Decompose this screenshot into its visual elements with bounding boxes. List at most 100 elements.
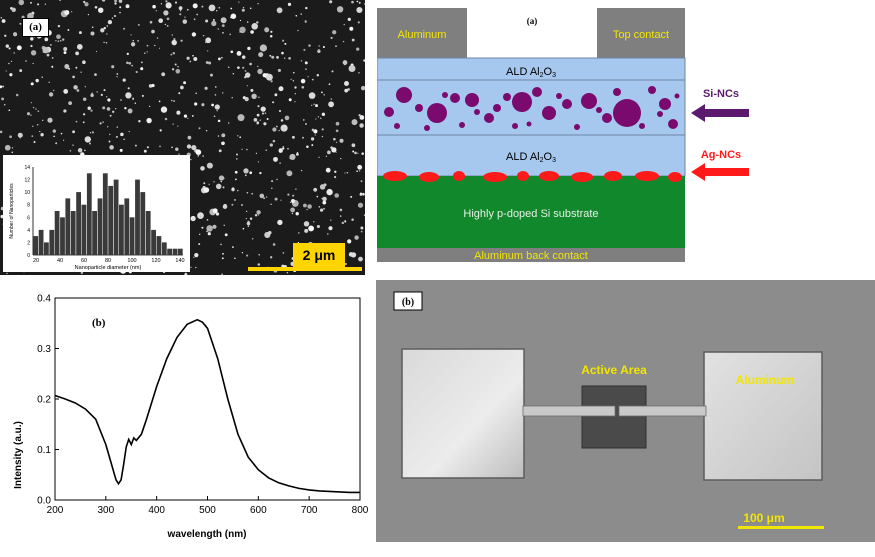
nanoparticle xyxy=(124,107,127,110)
histogram-bar xyxy=(145,211,151,255)
y-tick-label: 0.1 xyxy=(37,445,51,456)
nanoparticle xyxy=(323,207,325,210)
nanoparticle xyxy=(9,73,13,77)
nanoparticle xyxy=(347,239,352,244)
nanoparticle xyxy=(313,129,318,134)
nanoparticle xyxy=(171,39,177,46)
nanoparticle xyxy=(260,106,266,112)
nanoparticle xyxy=(215,86,217,88)
ag-nanocrystal xyxy=(668,172,682,182)
nanoparticle xyxy=(131,64,133,67)
nanoparticle xyxy=(140,67,144,71)
nanoparticle xyxy=(25,60,27,62)
nanoparticle xyxy=(21,15,25,19)
nanoparticle xyxy=(3,104,6,106)
nanoparticle xyxy=(60,132,63,135)
x-tick-label: 400 xyxy=(148,505,165,516)
panel-label: (a) xyxy=(22,18,49,37)
nanoparticle xyxy=(269,35,273,38)
nanoparticle xyxy=(212,18,215,22)
nanoparticle xyxy=(75,66,78,69)
nanoparticle xyxy=(134,102,137,104)
nanoparticle xyxy=(262,112,264,115)
nanoparticle xyxy=(254,214,258,217)
histogram-bar xyxy=(60,217,65,255)
nanoparticle xyxy=(183,114,188,118)
nanoparticle xyxy=(307,76,309,78)
nanoparticle xyxy=(16,45,22,51)
nanoparticle xyxy=(120,99,122,101)
si-nanocrystal xyxy=(459,122,465,128)
y-tick-label: 0.2 xyxy=(37,395,51,406)
nanoparticle xyxy=(363,214,365,217)
nanoparticle xyxy=(116,73,119,75)
nanoparticle xyxy=(347,17,351,22)
nanoparticle xyxy=(216,10,218,12)
nanoparticle xyxy=(199,233,201,235)
nanoparticle xyxy=(63,109,67,113)
nanoparticle xyxy=(332,30,337,35)
nanoparticle xyxy=(351,143,356,148)
nanoparticle xyxy=(358,1,361,4)
nanoparticle xyxy=(99,122,102,125)
device-schematic: Aluminum Top contact (a) ALD Al2O3 ALD A… xyxy=(377,8,686,262)
nanoparticle xyxy=(249,7,252,10)
nanoparticle xyxy=(161,72,166,77)
nanoparticle xyxy=(231,187,235,191)
nanoparticle xyxy=(221,133,226,138)
nanoparticle xyxy=(316,195,319,198)
nanoparticle xyxy=(204,86,208,90)
device-micrograph-panel: Active Area Aluminum 100 μm (b) xyxy=(376,280,875,542)
hist-ytick-label: 12 xyxy=(24,178,30,184)
nanoparticle xyxy=(173,100,176,102)
nanoparticle xyxy=(107,98,111,102)
nanoparticle xyxy=(202,34,205,37)
nanoparticle xyxy=(335,129,339,133)
nanoparticle xyxy=(164,117,168,121)
nanoparticle xyxy=(163,10,169,16)
nanoparticle xyxy=(84,86,86,88)
nanoparticle xyxy=(48,81,50,84)
nanoparticle xyxy=(289,201,292,203)
nanoparticle xyxy=(64,9,70,16)
nanoparticle xyxy=(13,52,15,54)
nanoparticle xyxy=(191,32,197,37)
nanoparticle xyxy=(91,92,94,95)
y-tick-label: 0.3 xyxy=(37,344,51,355)
nanoparticle xyxy=(2,85,5,88)
nanoparticle xyxy=(215,212,220,216)
nanoparticle xyxy=(196,13,199,16)
nanoparticle xyxy=(363,59,365,62)
device-panel-label: (b) xyxy=(402,297,414,308)
nanoparticle xyxy=(351,119,358,126)
nanoparticle xyxy=(295,212,299,216)
nanoparticle xyxy=(205,37,212,44)
nanoparticle xyxy=(271,187,273,190)
nanoparticle xyxy=(180,85,184,90)
nanoparticle xyxy=(175,69,181,74)
nanoparticle xyxy=(71,11,73,13)
nanoparticle xyxy=(335,141,338,144)
nanoparticle xyxy=(335,45,337,47)
nanoparticle xyxy=(223,177,225,180)
nanoparticle xyxy=(282,39,285,42)
x-tick-label: 600 xyxy=(250,505,267,516)
nc-annotations: Si-NCs Ag-NCs xyxy=(691,88,749,181)
histogram-bar xyxy=(129,217,135,255)
nanoparticle xyxy=(35,78,39,83)
histogram-bar xyxy=(49,229,55,255)
nanoparticle xyxy=(311,128,315,132)
nanoparticle xyxy=(321,135,324,138)
nanoparticle xyxy=(211,103,215,107)
nanoparticle xyxy=(259,171,262,175)
nanoparticle xyxy=(59,40,62,42)
nanoparticle xyxy=(271,180,274,183)
hist-ytick-label: 14 xyxy=(24,165,30,171)
si-nanocrystal xyxy=(648,86,656,94)
nanoparticle xyxy=(87,13,90,16)
nanoparticle xyxy=(316,224,320,229)
substrate-label: Highly p-doped Si substrate xyxy=(463,208,598,220)
nanoparticle xyxy=(336,6,344,13)
nanoparticle xyxy=(218,149,222,153)
nanoparticle xyxy=(251,238,254,240)
